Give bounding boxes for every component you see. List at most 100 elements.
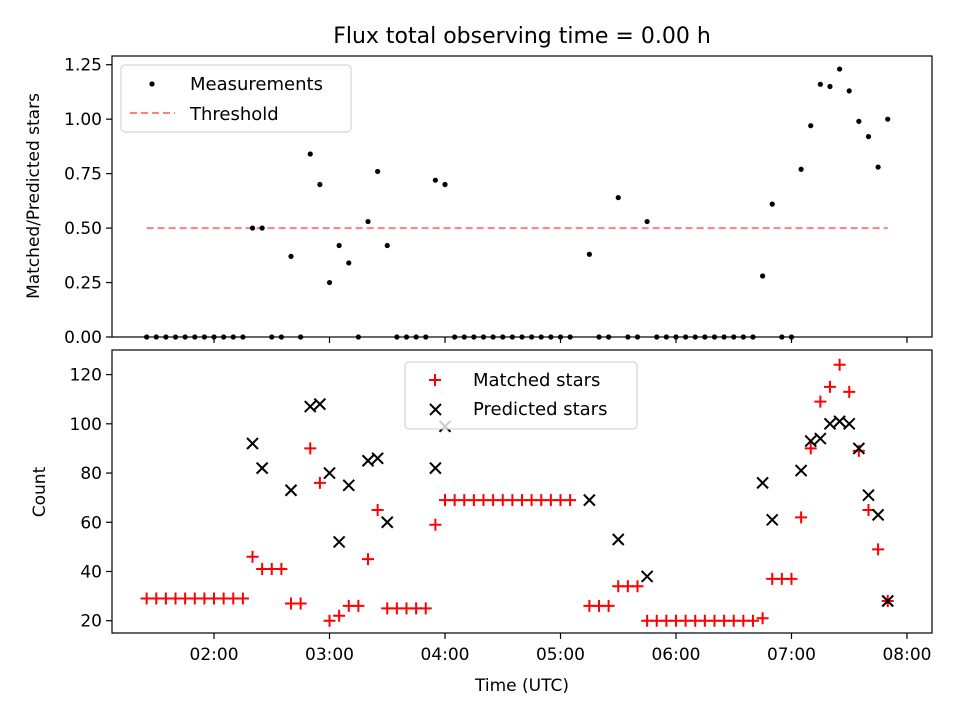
count-axes: 20 40 60 80 100 120 02:00 03:00 04:00 05:00 06:00 0… xyxy=(70,366,932,665)
matched-star-point xyxy=(785,572,798,585)
x-tick-label: 05:00 xyxy=(536,645,585,665)
measurement-point xyxy=(326,279,333,286)
predicted-star-point xyxy=(304,400,317,413)
measurement-point xyxy=(375,168,381,175)
matched-star-point xyxy=(795,511,808,524)
predicted-star-point xyxy=(871,508,885,522)
matched-star-point xyxy=(833,358,846,371)
measurement-point xyxy=(798,166,804,172)
predicted-star-point xyxy=(843,417,856,431)
legend-predicted-label: Predicted stars xyxy=(473,399,607,420)
ratio-plot-frame xyxy=(111,55,933,338)
predicted-star-point xyxy=(814,432,827,445)
predicted-star-point xyxy=(612,533,625,546)
legend-frame xyxy=(120,64,352,133)
ratio-y-tick-label: 0.50 xyxy=(64,219,102,239)
measurement-point xyxy=(817,81,823,87)
measurement-point xyxy=(317,181,323,188)
count-y-axis-label: Count xyxy=(30,466,50,517)
ratio-y-axis-label: Matched/Predicted stars xyxy=(24,93,44,299)
measurement-point xyxy=(856,118,862,124)
ratio-legend: Measurements Threshold xyxy=(120,64,352,133)
legend-measurements-marker xyxy=(149,81,155,87)
matched-star-point xyxy=(362,553,375,566)
matched-star-point xyxy=(333,609,346,622)
figure-title: Flux total observing time = 0.00 h xyxy=(333,24,711,49)
ratio-y-tick-label: 1.25 xyxy=(64,56,102,76)
predicted-star-point xyxy=(794,464,808,477)
legend-threshold-label: Threshold xyxy=(189,104,279,125)
matched-star-point xyxy=(246,550,259,563)
ratio-axes: 0.00 0.25 0.50 0.75 1.00 1.25 xyxy=(64,56,908,348)
count-panel: 20 40 60 80 100 120 02:00 03:00 04:00 05:00 06:00 0… xyxy=(30,349,933,696)
x-tick-label: 02:00 xyxy=(190,645,239,665)
matched-star-point xyxy=(872,543,885,556)
matched-star-point xyxy=(746,614,759,627)
predicted-star-point xyxy=(766,513,779,527)
predicted-star-point xyxy=(313,397,327,411)
predicted-star-point xyxy=(862,488,875,502)
predicted-star-point xyxy=(833,415,846,428)
predicted-star-point xyxy=(429,461,442,475)
measurement-point xyxy=(846,88,852,94)
matched-star-point xyxy=(564,494,577,507)
legend-frame xyxy=(404,361,638,430)
ratio-y-tick-label: 0.00 xyxy=(64,328,102,348)
matched-star-point xyxy=(371,503,384,516)
count-y-tick-label: 100 xyxy=(70,415,102,435)
predicted-star-point xyxy=(284,484,298,497)
ratio-y-tick-label: 1.00 xyxy=(64,110,102,130)
matched-star-point xyxy=(852,444,865,457)
predicted-star-point xyxy=(756,476,769,490)
predicted-star-point xyxy=(640,570,654,583)
legend-measurements-label: Measurements xyxy=(190,74,323,95)
x-tick-label: 03:00 xyxy=(305,645,354,665)
measurement-point xyxy=(259,225,265,231)
measurement-point xyxy=(586,251,592,257)
predicted-star-point xyxy=(852,442,866,455)
count-y-tick-label: 120 xyxy=(70,366,102,386)
measurement-point xyxy=(384,242,390,249)
matched-star-point xyxy=(294,597,307,610)
predicted-star-point xyxy=(381,516,394,529)
predicted-star-point xyxy=(332,535,346,549)
measurement-point xyxy=(249,225,256,231)
measurement-point xyxy=(827,83,833,90)
measurement-point xyxy=(769,201,775,207)
x-tick-label: 07:00 xyxy=(767,645,816,665)
ratio-y-tick-label: 0.25 xyxy=(64,274,102,294)
measurement-point xyxy=(837,66,843,72)
measurement-point xyxy=(365,218,371,225)
measurement-point xyxy=(442,181,448,188)
x-tick-label: 04:00 xyxy=(421,645,470,665)
measurement-point xyxy=(346,260,352,266)
matched-star-point xyxy=(313,476,326,489)
measurement-point xyxy=(760,273,766,279)
matched-star-point xyxy=(275,563,288,576)
measurement-point xyxy=(432,177,438,183)
legend-matched-label: Matched stars xyxy=(473,370,600,391)
matched-star-point xyxy=(236,592,249,605)
measurement-point xyxy=(808,123,814,129)
predicted-star-point xyxy=(255,461,269,475)
predicted-star-point xyxy=(804,434,817,448)
matched-star-point xyxy=(419,602,432,615)
legend-predicted-marker xyxy=(429,403,442,416)
measurement-point xyxy=(336,242,342,249)
count-y-tick-label: 80 xyxy=(80,464,102,484)
matched-star-point xyxy=(804,442,817,455)
count-plot-frame xyxy=(111,349,933,634)
matched-star-point xyxy=(631,580,644,593)
x-tick-label: 06:00 xyxy=(651,645,700,665)
x-axis-label: Time (UTC) xyxy=(474,676,569,696)
ratio-panel: 0.00 0.25 0.50 0.75 1.00 1.25 Matched/Predict… xyxy=(24,55,933,348)
measurement-point xyxy=(875,164,881,170)
matched-star-point xyxy=(429,518,442,531)
predicted-star-point xyxy=(342,479,355,492)
measurement-point xyxy=(644,218,650,225)
measurement-point xyxy=(307,151,313,157)
predicted-star-point xyxy=(823,417,837,431)
count-y-tick-label: 60 xyxy=(80,513,102,533)
predicted-star-point xyxy=(246,437,259,450)
